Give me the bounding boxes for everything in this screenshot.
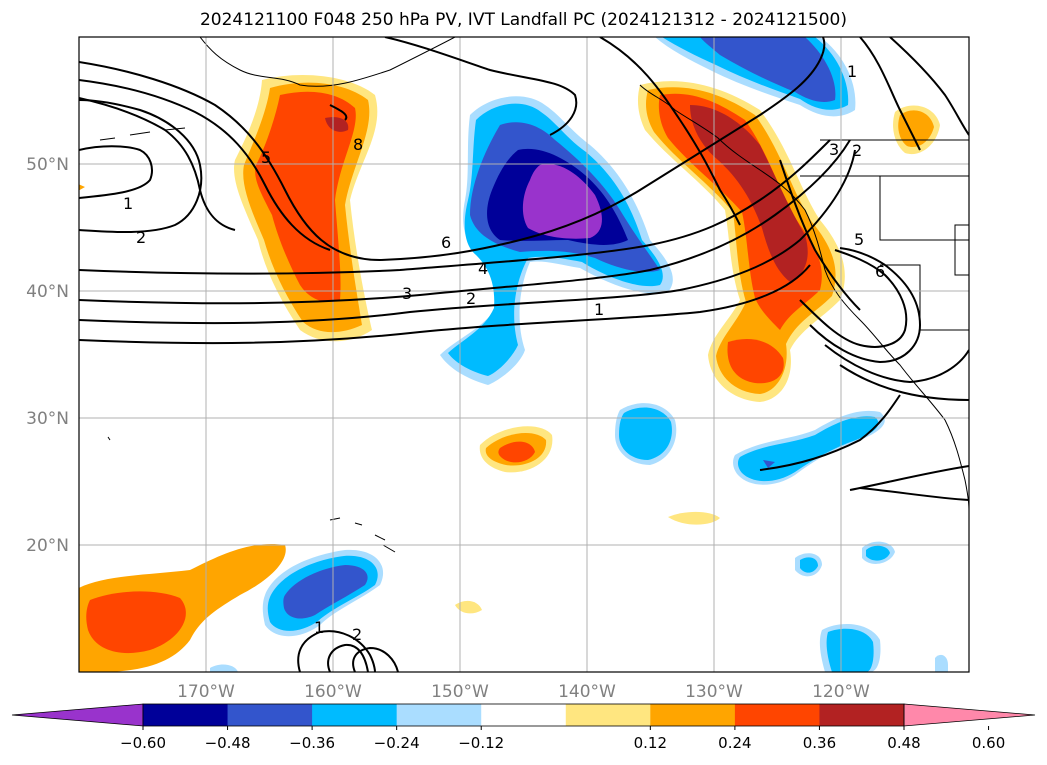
colorbar-swatch bbox=[734, 704, 820, 726]
contour-label: 2 bbox=[466, 289, 476, 308]
colorbar-tick-label: −0.12 bbox=[458, 734, 504, 752]
contour-label-group: 1 2 3 4 5 6 8 1 2 3 5 6 1 2 1 2 bbox=[123, 62, 885, 644]
contour-label: 2 bbox=[852, 141, 862, 160]
colorbar-swatch bbox=[396, 704, 482, 726]
lat-labels: 50°N 40°N 30°N 20°N bbox=[26, 155, 69, 556]
colorbar-tick-label: −0.24 bbox=[374, 734, 420, 752]
contour-label: 1 bbox=[594, 300, 604, 319]
map-title: 2024121100 F048 250 hPa PV, IVT Landfall… bbox=[199, 10, 847, 30]
colorbar-swatch bbox=[227, 704, 313, 726]
colorbar-extend-min bbox=[11, 703, 144, 727]
colorbar: −0.60 −0.48 −0.36 −0.24 −0.12 0.12 0.24 0.36 0.4… bbox=[11, 703, 1036, 752]
contour-label: 4 bbox=[478, 259, 488, 278]
lat-label: 40°N bbox=[26, 282, 69, 302]
colorbar-tick-label: 0.24 bbox=[718, 734, 751, 752]
lat-label: 50°N bbox=[26, 155, 69, 175]
map-frame bbox=[78, 36, 970, 673]
contour-label: 6 bbox=[441, 233, 451, 252]
lat-label: 30°N bbox=[26, 409, 69, 429]
lon-label: 120°W bbox=[812, 682, 870, 702]
colorbar-tick-label: −0.36 bbox=[289, 734, 335, 752]
colorbar-swatch bbox=[312, 704, 398, 726]
lon-labels: 170°W 160°W 150°W 140°W 130°W 120°W bbox=[177, 682, 870, 702]
lon-label: 140°W bbox=[558, 682, 616, 702]
colorbar-tick-label: 0.60 bbox=[972, 734, 1005, 752]
lat-label: 20°N bbox=[26, 536, 69, 556]
colorbar-tick-label: −0.48 bbox=[205, 734, 251, 752]
lon-label: 130°W bbox=[685, 682, 743, 702]
contour-label: 8 bbox=[353, 135, 363, 154]
colorbar-tick-label: 0.48 bbox=[887, 734, 920, 752]
gridlines bbox=[79, 37, 969, 672]
contour-label: 1 bbox=[314, 618, 324, 637]
contour-label: 6 bbox=[875, 262, 885, 281]
contour-label: 1 bbox=[847, 62, 857, 81]
colorbar-extend-max bbox=[903, 703, 1036, 727]
contour-lines bbox=[79, 37, 969, 672]
contour-label: 5 bbox=[854, 230, 864, 249]
colorbar-swatch bbox=[143, 704, 229, 726]
colorbar-tick-label: −0.60 bbox=[120, 734, 166, 752]
colorbar-outline bbox=[142, 703, 905, 727]
colorbar-swatch bbox=[565, 704, 651, 726]
lon-label: 170°W bbox=[177, 682, 235, 702]
contour-label: 5 bbox=[261, 148, 271, 167]
coastlines bbox=[99, 37, 969, 553]
contour-label: 2 bbox=[136, 228, 146, 247]
colorbar-tick-label: 0.12 bbox=[634, 734, 667, 752]
contour-label: 2 bbox=[352, 625, 362, 644]
colorbar-swatch bbox=[481, 704, 567, 726]
lon-label: 160°W bbox=[304, 682, 362, 702]
lon-label: 150°W bbox=[431, 682, 489, 702]
colorbar-tick-label: 0.36 bbox=[803, 734, 836, 752]
contour-label: 1 bbox=[123, 194, 133, 213]
colorbar-swatch bbox=[650, 704, 736, 726]
contour-label: 3 bbox=[402, 284, 412, 303]
contour-label: 3 bbox=[829, 140, 839, 159]
colorbar-swatch bbox=[819, 704, 905, 726]
